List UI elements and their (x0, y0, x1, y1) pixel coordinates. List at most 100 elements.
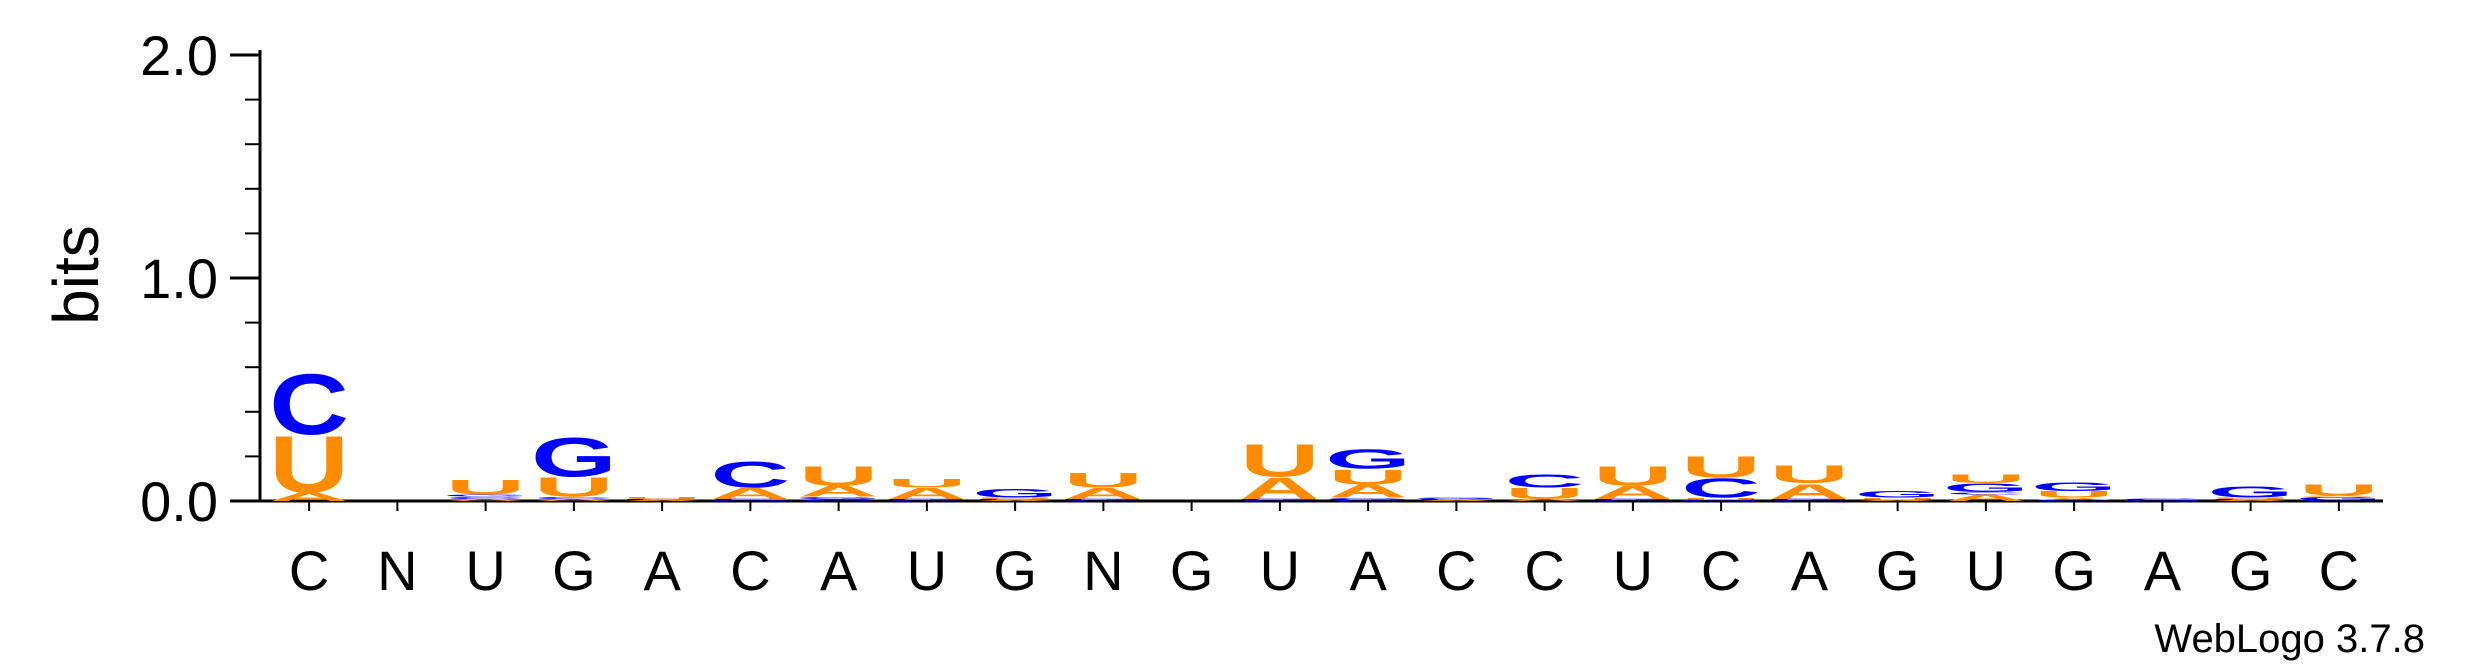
logo-glyph-u: U (1946, 472, 2026, 486)
x-tick-label: C (1524, 539, 1564, 602)
logo-glyph-g: G (1678, 500, 1764, 502)
logo-glyph-g: G (707, 500, 793, 502)
x-tick-label: C (1436, 539, 1476, 602)
logo-glyph-c: C (2299, 500, 2379, 502)
logo-glyph-c: C (1417, 498, 1497, 500)
logo-glyph-u: U (887, 476, 967, 490)
logo-glyph-a: A (2034, 497, 2114, 500)
logo-glyph-g: G (1766, 498, 1852, 500)
logo-glyph-c: C (887, 500, 967, 502)
x-tick-label: C (289, 539, 329, 602)
logo-glyph-u: U (1858, 497, 1938, 500)
logo-glyph-u: U (269, 420, 349, 509)
logo-glyph-g: G (2208, 484, 2294, 501)
x-tick-label: A (1349, 539, 1387, 602)
logo-glyph-c: C (269, 356, 349, 453)
logo-glyph-g: G (1325, 444, 1411, 475)
x-tick-label: N (377, 539, 417, 602)
logo-glyph-a: A (622, 500, 702, 502)
x-tick-label: G (993, 539, 1037, 602)
logo-glyph-a: A (1328, 481, 1408, 502)
logo-glyph-a: A (1417, 500, 1497, 502)
logo-glyph-c: C (799, 498, 879, 501)
x-tick-label: C (2319, 539, 2359, 602)
logo-glyph-c: C (2123, 498, 2203, 500)
logo-glyph-u: U (1770, 461, 1850, 489)
x-tick-label: C (1701, 539, 1741, 602)
logo-glyph-a: A (2211, 500, 2291, 502)
logo-glyph-u: U (2034, 489, 2114, 499)
logo-glyph-c: C (622, 498, 702, 500)
logo-glyph-u: U (1328, 465, 1408, 489)
x-tick-label: A (1791, 539, 1829, 602)
logo-glyph-g: G (531, 426, 617, 489)
logo-glyph-g: G (1413, 497, 1499, 499)
x-tick-label: U (1966, 539, 2006, 602)
logo-glyph-u: U (534, 472, 614, 503)
logo-glyph-u: U (446, 475, 526, 499)
logo-glyph-c: C (1946, 491, 2026, 494)
y-axis-label: bits (40, 225, 112, 325)
logo-glyph-g: G (1237, 498, 1323, 500)
logo-glyph-c: C (2034, 500, 2114, 502)
logo-glyph-a: A (1064, 485, 1144, 502)
logo-glyph-g: G (796, 496, 882, 499)
logo-glyph-a: A (534, 498, 614, 501)
logo-glyph-u: U (1681, 497, 1761, 500)
logo-glyph-c: C (1770, 500, 1850, 502)
logo-glyph-c: C (1593, 500, 1673, 502)
y-tick-label: 1.0 (140, 247, 218, 310)
y-tick-label: 2.0 (140, 24, 218, 87)
x-tick-label: A (820, 539, 858, 602)
x-tick-label: N (1083, 539, 1123, 602)
x-tick-label: A (643, 539, 681, 602)
logo-glyph-g: G (2119, 500, 2205, 502)
logo-glyph-g: G (972, 486, 1058, 500)
logo-glyph-a: A (2299, 495, 2379, 497)
logo-glyph-c: C (711, 454, 791, 496)
logo-glyph-a: A (887, 485, 967, 502)
logo-glyph-g: G (1590, 498, 1676, 500)
x-tick-label: C (730, 539, 770, 602)
logo-glyph-u: U (1681, 450, 1761, 484)
logo-glyph-u: U (622, 496, 702, 499)
logo-glyph-c: C (446, 496, 526, 499)
logo-glyph-u: U (1505, 485, 1585, 502)
x-tick-label: U (907, 539, 947, 602)
logo-glyph-a: A (1858, 500, 1938, 502)
logo-glyph-u: U (1240, 434, 1320, 486)
logo-glyph-c: C (1064, 500, 1144, 502)
logo-glyph-c: C (1328, 500, 1408, 502)
x-tick-label: G (1170, 539, 1214, 602)
logo-glyph-a: A (1946, 493, 2026, 503)
y-axis: bits (40, 50, 262, 501)
logo-glyph-g: G (1325, 497, 1411, 500)
x-tick-label: U (1613, 539, 1653, 602)
logo-glyph-c: C (2211, 498, 2291, 500)
logo-glyph-g: G (443, 494, 529, 497)
logo-glyph-c: C (534, 496, 614, 499)
logo-glyph-c: C (1240, 500, 1320, 502)
x-tick-label: A (2144, 539, 2182, 602)
logo-glyph-g: G (2296, 496, 2382, 501)
logo-glyph-u: U (799, 460, 879, 491)
logo-glyph-g: G (1943, 481, 2029, 495)
logo-glyph-u: U (2299, 481, 2379, 498)
logo-glyph-c: C (711, 498, 791, 500)
x-tick-label: U (1260, 539, 1300, 602)
logo-glyph-a: A (1240, 471, 1320, 505)
logo-glyph-g: G (1855, 489, 1941, 499)
logo-glyph-a: A (975, 500, 1055, 502)
y-tick-label: 0.0 (140, 470, 218, 533)
logo-glyph-a: A (711, 485, 791, 502)
x-tick-label: G (2229, 539, 2273, 602)
x-tick-label: G (2052, 539, 2096, 602)
logo-glyph-a: A (269, 490, 349, 504)
logo-glyph-u: U (2211, 497, 2291, 499)
logo-glyph-a: A (799, 483, 879, 500)
logo-glyph-u: U (1593, 460, 1673, 491)
y-ticks: 0.0 1.0 2.0 (140, 24, 260, 533)
logo-glyph-g: G (2031, 480, 2117, 494)
